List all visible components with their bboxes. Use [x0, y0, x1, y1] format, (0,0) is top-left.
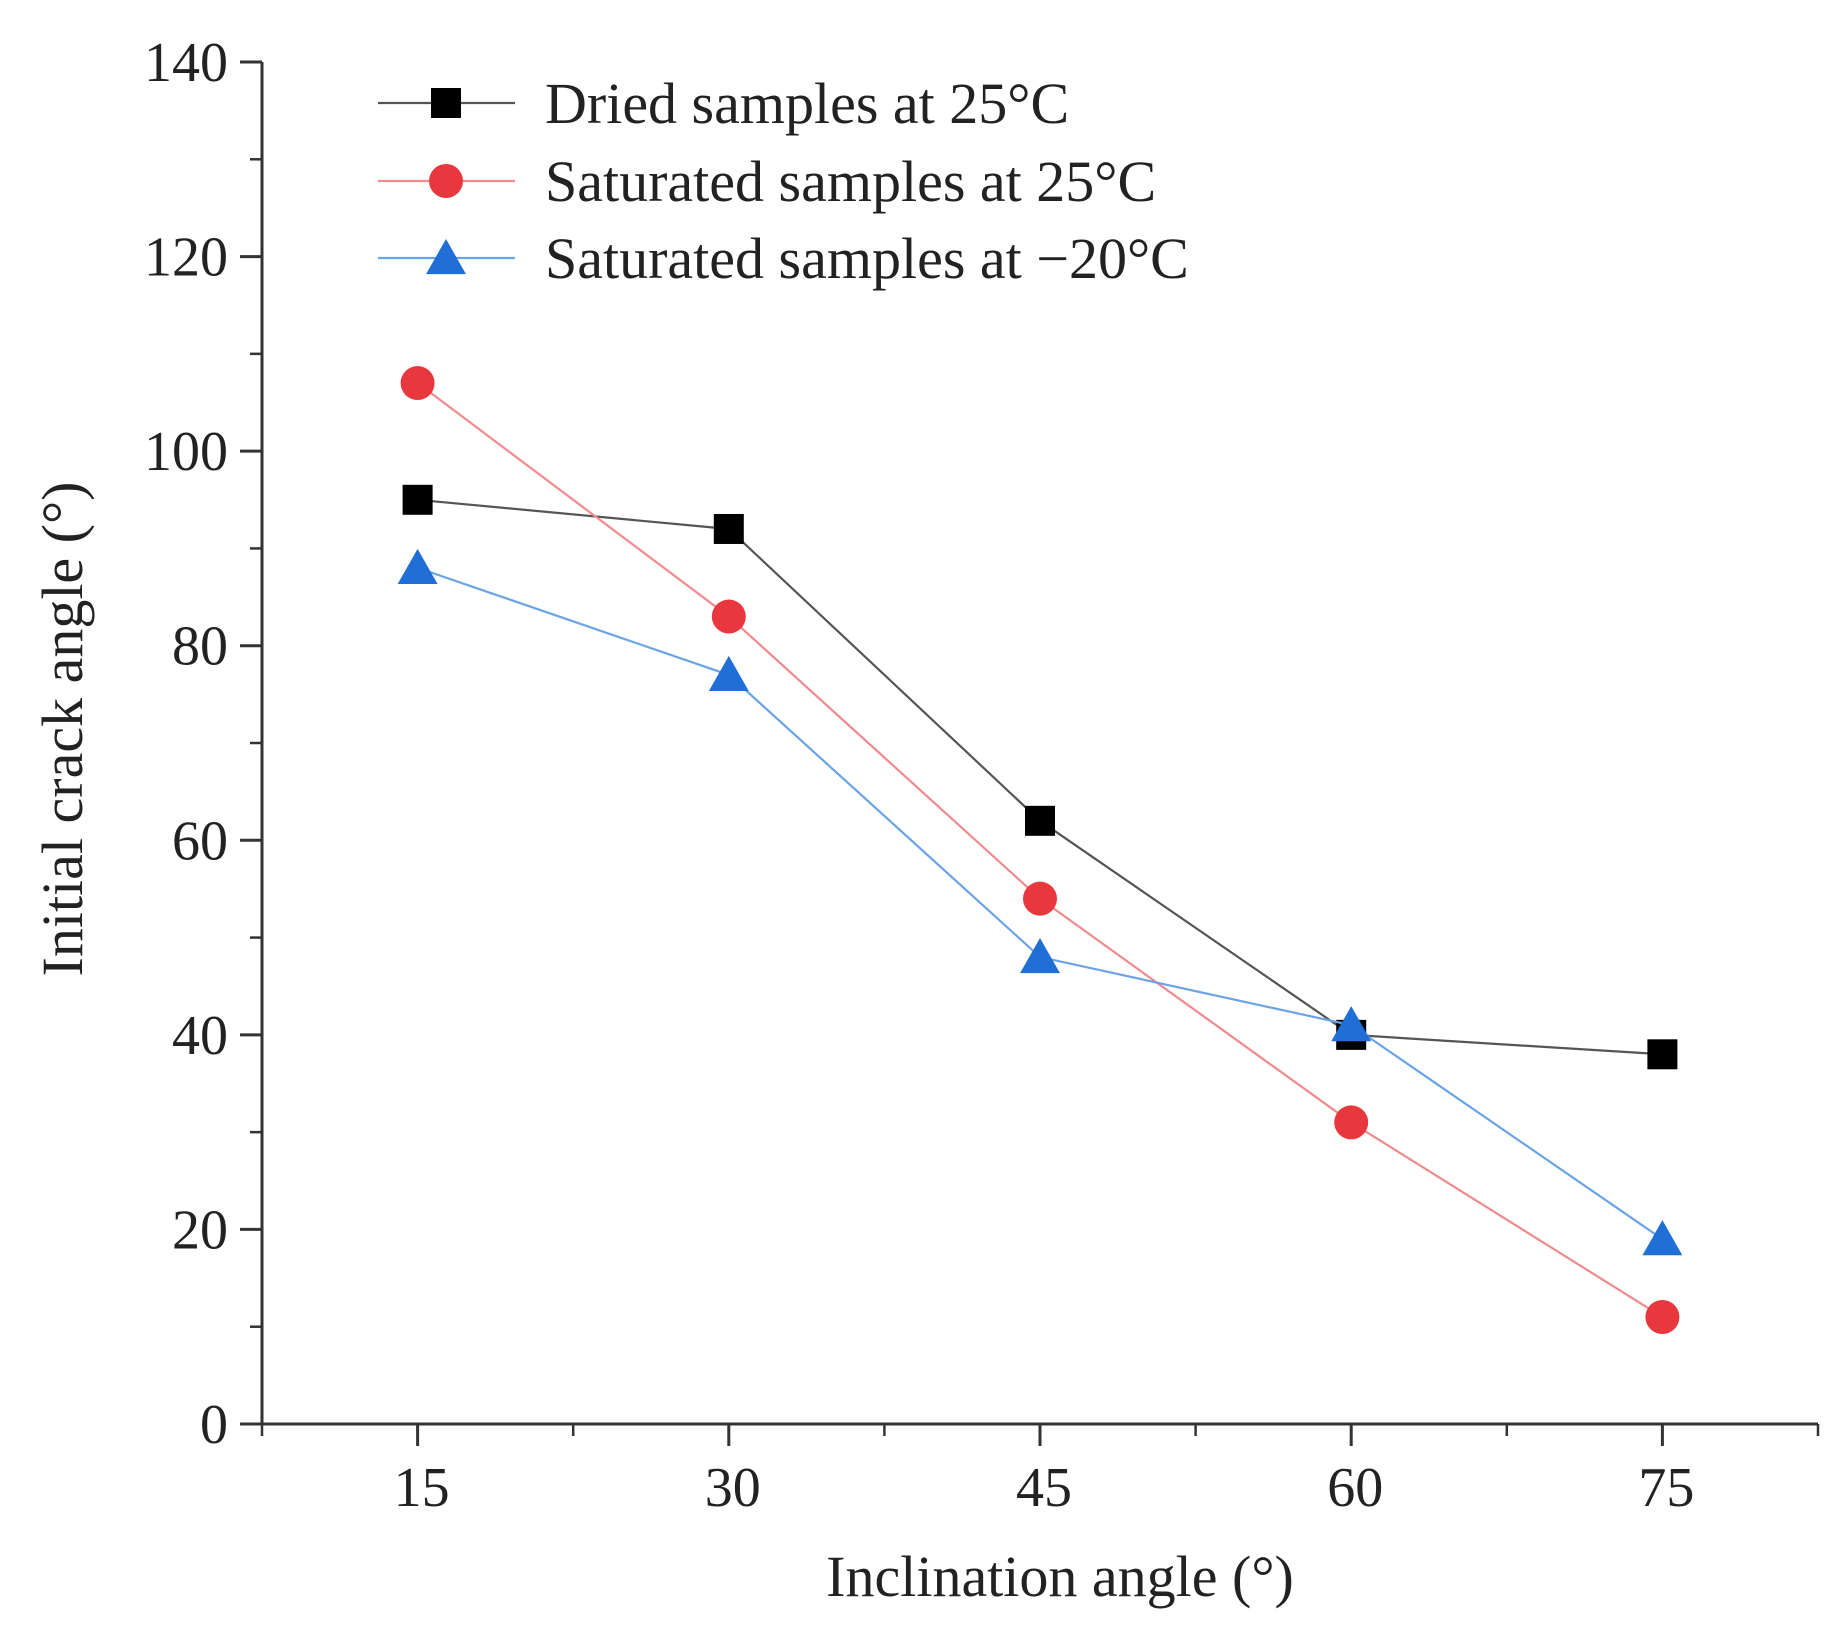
data-point [1334, 1105, 1369, 1140]
data-point [711, 599, 746, 634]
y-tick-label: 100 [144, 421, 228, 483]
data-point [402, 484, 433, 515]
x-axis-title: Inclination angle (°) [826, 1544, 1294, 1609]
series-layer [397, 366, 1683, 1334]
data-point [397, 548, 438, 585]
series-3 [397, 548, 1683, 1256]
legend-label: Saturated samples at −20°C [545, 226, 1189, 291]
x-tick-label: 30 [705, 1457, 761, 1519]
legend-label: Saturated samples at 25°C [545, 149, 1156, 214]
series-1 [402, 484, 1678, 1070]
data-point [1023, 881, 1057, 916]
y-tick-label: 80 [172, 616, 228, 678]
y-tick-label: 120 [144, 227, 228, 289]
legend-marker [426, 239, 466, 275]
x-ticks: 15 30 45 60 75 [260, 1424, 1820, 1519]
data-point [1645, 1299, 1680, 1334]
y-tick-label: 140 [144, 32, 228, 94]
series-line [416, 382, 1663, 1318]
y-tick-label: 20 [172, 1199, 228, 1261]
data-point [1331, 1006, 1372, 1042]
data-point [1647, 1039, 1678, 1070]
legend: Dried samples at 25°C Saturated samples a… [378, 71, 1189, 291]
legend-marker [431, 88, 461, 118]
y-tick-label: 40 [172, 1005, 228, 1067]
data-point [1025, 805, 1055, 836]
axes: 0 20 40 60 80 100 120 140 15 30 45 60 75 [144, 32, 1820, 1519]
legend-entry: Saturated samples at 25°C [378, 149, 1156, 214]
x-tick-label: 45 [1016, 1457, 1072, 1519]
data-point [708, 655, 749, 692]
legend-entry: Saturated samples at −20°C [378, 226, 1189, 291]
legend-marker [429, 164, 463, 198]
data-point [713, 513, 744, 544]
series-2 [400, 366, 1680, 1334]
x-tick-label: 75 [1638, 1457, 1694, 1519]
y-tick-label: 60 [172, 810, 228, 872]
legend-entry: Dried samples at 25°C [378, 71, 1069, 136]
data-point [400, 366, 435, 401]
y-axis-title: Initial crack angle (°) [30, 482, 95, 977]
x-tick-label: 60 [1327, 1457, 1383, 1519]
y-tick-label: 0 [200, 1394, 228, 1456]
data-point [1020, 938, 1060, 974]
x-tick-label: 15 [394, 1457, 450, 1519]
legend-label: Dried samples at 25°C [545, 71, 1069, 136]
y-ticks: 0 20 40 60 80 100 120 140 [144, 32, 262, 1456]
data-point [1642, 1220, 1683, 1256]
